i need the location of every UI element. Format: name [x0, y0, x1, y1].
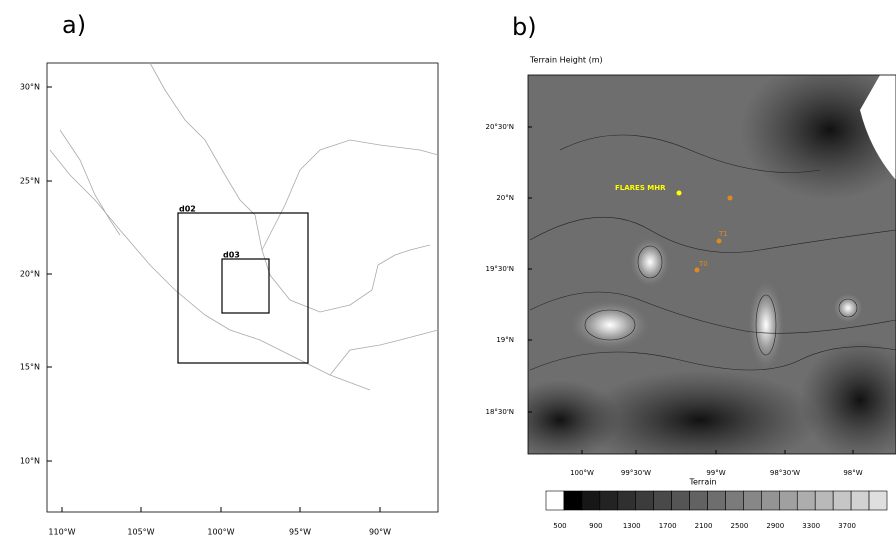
lat-label: 30°N — [20, 83, 40, 92]
contours — [529, 134, 896, 371]
site-marker — [716, 238, 722, 244]
terrain-low — [800, 340, 896, 454]
map-title: Terrain Height (m) — [529, 56, 603, 65]
domain-label: d03 — [223, 251, 240, 260]
map-frame — [46, 62, 439, 513]
colorbar-title: Terrain — [688, 478, 716, 487]
colorbar-label: 900 — [589, 522, 602, 530]
lon-label: 99°W — [706, 469, 725, 477]
terrain-high — [570, 300, 650, 350]
colorbar-label: 1700 — [659, 522, 677, 530]
colorbar-box — [725, 490, 744, 511]
lon-label: 100°W — [570, 469, 594, 477]
lat-label: 20°30'N — [486, 123, 514, 131]
no-data — [860, 75, 896, 180]
colorbar-box — [617, 490, 637, 511]
lat-label: 25°N — [20, 177, 40, 186]
lat-label: 20°N — [496, 194, 514, 202]
colorbar-label: 1300 — [623, 522, 641, 530]
colorbar-box — [707, 490, 726, 511]
terrain-high — [833, 293, 863, 323]
lon-label: 99°30'W — [621, 469, 651, 477]
colorbar-label: 3700 — [838, 522, 856, 530]
site-label: FLARES MHR — [615, 184, 666, 192]
lon-label: 98°30'W — [770, 469, 800, 477]
lat-label: 19°N — [496, 336, 514, 344]
lat-label: 20°N — [20, 270, 40, 279]
lon-label: 105°W — [127, 528, 154, 537]
colorbar-box — [743, 490, 762, 511]
lat-label: 19°30'N — [486, 265, 514, 273]
lat-label: 10°N — [20, 457, 40, 466]
site-marker — [676, 190, 682, 196]
terrain-map — [528, 75, 896, 454]
colorbar-label: 2900 — [766, 522, 784, 530]
colorbar-box — [581, 490, 601, 511]
lat-label: 18°30'N — [486, 408, 514, 416]
site-label: T0 — [698, 260, 708, 268]
colorbar-box — [635, 490, 654, 511]
colorbar-label: 3300 — [802, 522, 820, 530]
site-label: T1 — [718, 230, 728, 238]
colorbar-label: 2100 — [695, 522, 713, 530]
colorbar-box — [599, 490, 619, 511]
domain-label: d02 — [179, 205, 196, 214]
colorbar-label: 2500 — [731, 522, 749, 530]
colorbar-box — [563, 490, 583, 511]
panel-label: b) — [512, 13, 537, 41]
colorbar-box — [689, 490, 708, 511]
colorbar-box — [761, 490, 780, 511]
lon-label: 110°W — [48, 528, 75, 537]
colorbar-box — [779, 490, 798, 511]
lon-label: 98°W — [843, 469, 862, 477]
colorbar-box — [545, 490, 565, 511]
lon-label: 95°W — [289, 528, 311, 537]
panel-label: a) — [62, 11, 86, 39]
colorbar-box — [671, 490, 690, 511]
colorbar-box — [850, 490, 870, 511]
colorbar-box — [796, 490, 816, 511]
colorbar-box — [868, 490, 888, 511]
terrain-low — [740, 75, 896, 200]
terrain-low — [528, 380, 620, 454]
colorbar-box — [653, 490, 672, 511]
domain-box — [177, 212, 309, 364]
colorbar-label: 500 — [553, 522, 566, 530]
map-frame — [527, 74, 896, 455]
lon-label: 100°W — [207, 528, 234, 537]
lat-label: 15°N — [20, 363, 40, 372]
colorbar-box — [832, 490, 852, 511]
coastline — [49, 62, 439, 391]
terrain-high — [748, 280, 784, 370]
site-marker — [727, 195, 733, 201]
domain-box — [221, 258, 270, 314]
site-marker — [694, 267, 700, 273]
lon-label: 90°W — [369, 528, 391, 537]
terrain-high — [630, 237, 670, 287]
colorbar-box — [814, 490, 834, 511]
terrain-low — [580, 370, 820, 454]
